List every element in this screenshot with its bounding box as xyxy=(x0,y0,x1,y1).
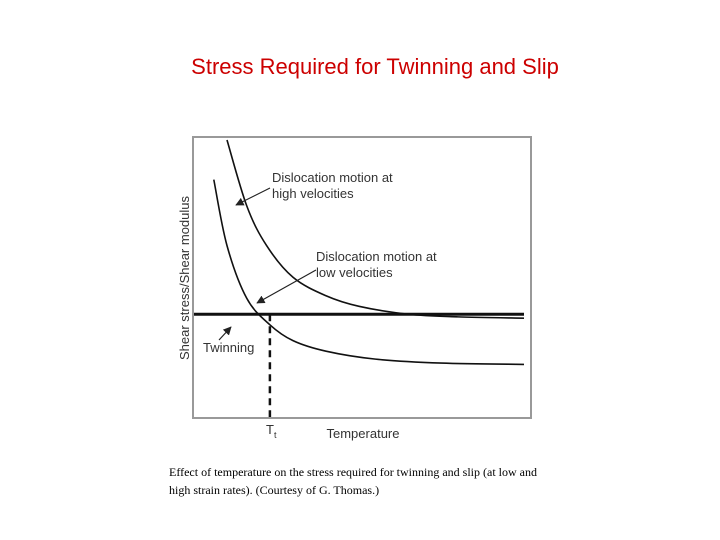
annotation-high-velocity-line2: high velocities xyxy=(272,186,354,201)
arrow-twinning xyxy=(218,326,232,341)
arrow-high-velocity xyxy=(235,187,271,206)
figure-caption: Effect of temperature on the stress requ… xyxy=(169,465,537,497)
series-high-velocity-curve xyxy=(226,139,525,319)
annotation-twinning: Twinning xyxy=(203,340,254,355)
slide-title: Stress Required for Twinning and Slip xyxy=(191,54,559,79)
series-layer xyxy=(194,139,525,417)
plot-frame xyxy=(192,136,532,419)
tt-main: T xyxy=(266,422,274,437)
x-axis-label: Temperature xyxy=(327,426,400,441)
annotation-high-velocity-line1: Dislocation motion at xyxy=(272,170,393,185)
tt-sub: t xyxy=(274,430,277,440)
y-axis-label: Shear stress/Shear modulus xyxy=(177,195,192,360)
annotation-low-velocity-line2: low velocities xyxy=(316,265,393,280)
x-tick-label-tt: Tt xyxy=(266,422,277,440)
annotation-low-velocity-line1: Dislocation motion at xyxy=(316,249,437,264)
series-low-velocity-curve xyxy=(213,179,525,366)
arrow-low-velocity xyxy=(256,269,317,304)
